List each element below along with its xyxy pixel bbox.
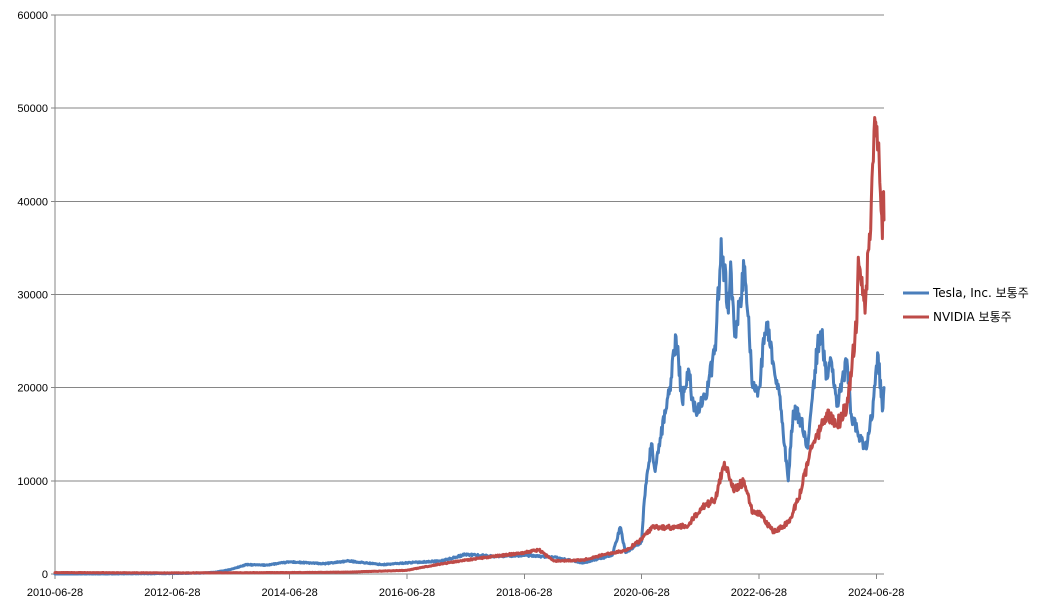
- y-tick-label: 20000: [17, 383, 48, 395]
- x-tick-label: 2016-06-28: [379, 587, 435, 599]
- y-tick-label: 0: [42, 569, 48, 581]
- series-line-tesla: [53, 237, 886, 576]
- y-tick-label: 40000: [17, 196, 48, 208]
- x-tick-label: 2022-06-28: [731, 587, 787, 599]
- y-tick-label: 30000: [17, 290, 48, 302]
- legend-entry-label: Tesla, Inc. 보통주: [932, 286, 1029, 300]
- x-tick-label: 2010-06-28: [27, 587, 83, 599]
- x-tick-label: 2020-06-28: [614, 587, 670, 599]
- legend-entry-label: NVIDIA 보통주: [933, 310, 1012, 324]
- x-axis: 2010-06-28 2012-06-28 2014-06-28 2016-06-28…: [27, 573, 904, 599]
- y-tick-label: 60000: [17, 10, 48, 22]
- x-tick-label: 2018-06-28: [496, 587, 552, 599]
- gridlines: [55, 14, 884, 482]
- y-axis: 0 10000 20000 30000 40000 50000 60000: [17, 10, 56, 581]
- y-tick-label: 50000: [17, 103, 48, 115]
- x-tick-label: 2012-06-28: [144, 587, 200, 599]
- y-tick-label: 10000: [17, 476, 48, 488]
- x-tick-label: 2014-06-28: [261, 587, 317, 599]
- legend: Tesla, Inc. 보통주 NVIDIA 보통주: [903, 286, 1029, 324]
- series-lines: [53, 115, 886, 576]
- series-line-nvidia: [53, 115, 886, 575]
- x-tick-label: 2024-06-28: [848, 587, 904, 599]
